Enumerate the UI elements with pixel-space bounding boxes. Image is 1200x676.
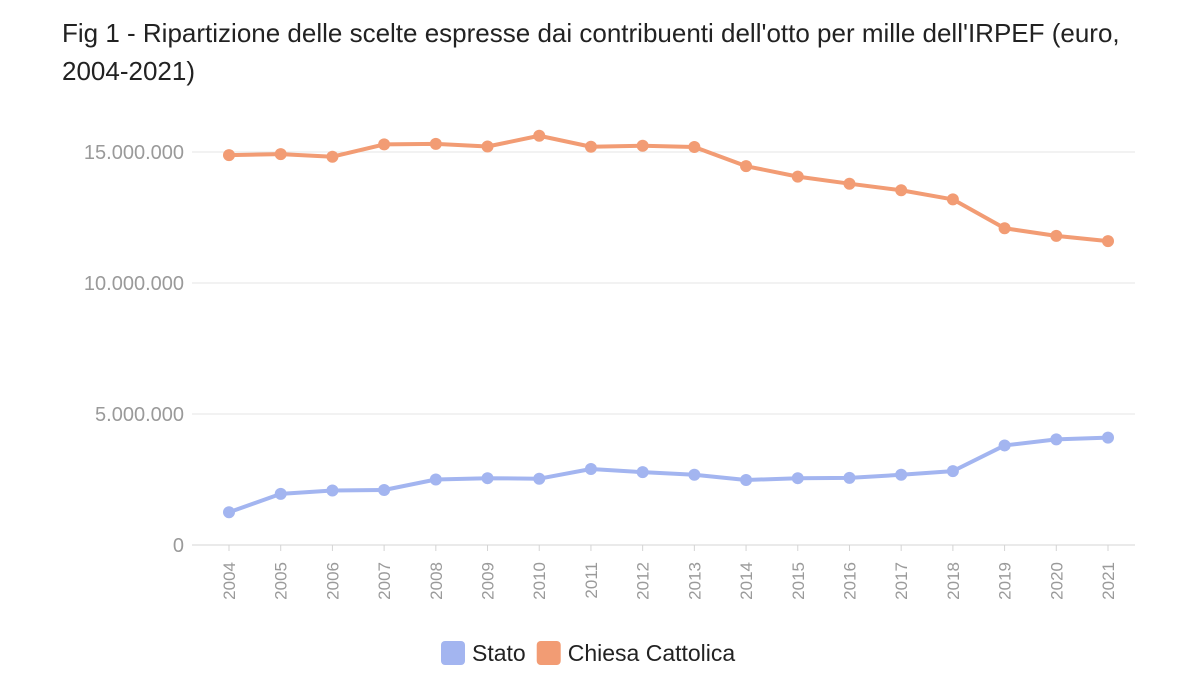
data-point (274, 148, 287, 161)
data-point (946, 465, 959, 478)
x-tick-label: 2020 (1047, 562, 1066, 600)
x-tick-label: 2006 (323, 562, 342, 600)
x-tick-label: 2011 (582, 562, 601, 599)
data-point (740, 160, 753, 173)
data-point (895, 184, 908, 197)
data-point (740, 474, 753, 487)
data-point (378, 138, 391, 151)
data-point (429, 473, 442, 486)
legend-label: Chiesa Cattolica (568, 640, 736, 666)
data-point (1050, 229, 1063, 242)
legend: Stato Chiesa Cattolica (441, 640, 735, 666)
data-point (946, 193, 959, 206)
data-point (1102, 431, 1114, 444)
data-point (636, 139, 649, 152)
y-tick-label: 5.000.000 (95, 404, 184, 426)
data-point (223, 149, 235, 162)
data-point (533, 472, 546, 485)
chart-title: Fig 1 - Ripartizione delle scelte espres… (62, 18, 1120, 86)
x-tick-label: 2019 (996, 562, 1015, 600)
data-point (223, 506, 235, 519)
x-tick-label: 2012 (634, 562, 653, 600)
data-point (636, 466, 649, 479)
x-tick-label: 2004 (220, 562, 239, 600)
data-point (843, 471, 856, 484)
legend-label: Stato (472, 640, 526, 666)
x-tick-label: 2021 (1099, 562, 1118, 600)
data-point (688, 141, 701, 154)
data-point (895, 468, 908, 481)
y-tick-label: 10.000.000 (84, 273, 184, 295)
x-axis: 2004 2005 2006 2007 2008 2009 2010 2011 2012 2013… (220, 545, 1118, 600)
series-1 (223, 129, 1114, 248)
data-point (326, 484, 339, 497)
x-tick-label: 2007 (375, 562, 394, 600)
data-point (274, 487, 287, 500)
y-axis: 0 5.000.000 10.000.000 15.000.000 (84, 142, 184, 557)
data-point (533, 129, 546, 142)
data-point (791, 170, 804, 183)
series-0 (223, 431, 1114, 519)
data-point (791, 472, 804, 485)
x-tick-label: 2015 (789, 562, 808, 600)
data-point (843, 177, 856, 190)
x-tick-label: 2010 (530, 562, 549, 600)
legend-swatch (441, 641, 465, 665)
y-tick-label: 0 (173, 535, 184, 557)
data-point (481, 472, 494, 485)
data-point (998, 222, 1011, 235)
data-point (584, 140, 597, 153)
x-tick-label: 2014 (737, 562, 756, 600)
y-tick-label: 15.000.000 (84, 142, 184, 164)
series-lines (223, 129, 1114, 519)
x-tick-label: 2018 (944, 562, 963, 600)
x-tick-label: 2017 (892, 562, 911, 600)
data-point (326, 150, 339, 163)
data-point (1050, 433, 1063, 446)
x-tick-label: 2013 (685, 562, 704, 600)
data-point (429, 137, 442, 150)
x-tick-label: 2016 (840, 562, 859, 600)
x-tick-label: 2009 (479, 562, 498, 600)
data-point (378, 483, 391, 496)
data-point (998, 439, 1011, 452)
x-tick-label: 2008 (427, 562, 446, 600)
data-point (688, 468, 701, 481)
x-tick-label: 2005 (272, 562, 291, 600)
series-line (227, 133, 1110, 244)
data-point (481, 140, 494, 153)
series-line (227, 435, 1110, 515)
data-point (584, 463, 597, 476)
data-point (1102, 235, 1114, 248)
legend-swatch (536, 641, 561, 665)
